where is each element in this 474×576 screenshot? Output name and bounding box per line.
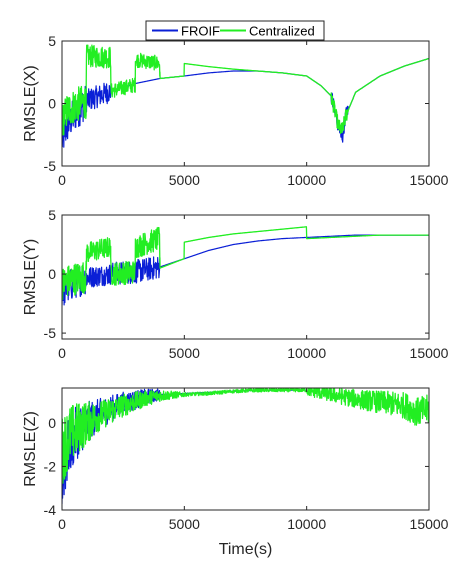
y-tick-label-y: 0 — [48, 266, 56, 282]
y-axis-label-z: RMSLE(Z) — [22, 411, 39, 487]
x-tick-label-z: 0 — [58, 516, 66, 532]
x-tick-label-x: 0 — [58, 172, 66, 188]
series-line-z-centralized — [62, 388, 429, 484]
x-axis-label-z: Time(s) — [219, 541, 273, 558]
y-axis-label-y: RMSLE(Y) — [22, 239, 39, 315]
x-tick-label-x: 15000 — [410, 172, 449, 188]
y-tick-label-y: 5 — [48, 207, 56, 223]
x-tick-label-y: 10000 — [287, 345, 326, 361]
x-tick-label-z: 15000 — [410, 516, 449, 532]
legend: FROIF Centralized — [145, 20, 325, 41]
y-tick-label-x: 0 — [48, 96, 56, 112]
x-tick-label-z: 5000 — [169, 516, 200, 532]
x-tick-label-x: 10000 — [287, 172, 326, 188]
series-line-y-centralized — [62, 226, 429, 301]
x-tick-label-y: 5000 — [169, 345, 200, 361]
y-axis-label-x: RMSLE(X) — [22, 65, 39, 141]
y-tick-label-x: -5 — [44, 158, 57, 174]
x-tick-label-x: 5000 — [169, 172, 200, 188]
y-tick-label-z: -4 — [44, 502, 57, 518]
y-tick-label-x: 5 — [48, 33, 56, 49]
axes-box-z — [61, 387, 430, 511]
y-tick-label-z: 0 — [48, 415, 56, 431]
x-tick-label-z: 10000 — [287, 516, 326, 532]
y-tick-label-z: -2 — [44, 458, 57, 474]
x-tick-label-y: 15000 — [410, 345, 449, 361]
y-tick-label-y: -5 — [44, 325, 57, 341]
x-tick-label-y: 0 — [58, 345, 66, 361]
series-line-x-centralized — [62, 44, 429, 136]
series-line-z-froif — [62, 388, 308, 504]
legend-entry-froif: FROIF — [181, 24, 220, 39]
series-line-x-froif — [62, 57, 429, 148]
legend-entry-centralized: Centralized — [249, 24, 315, 39]
axes-box-x — [61, 40, 430, 167]
panel-z: 0 5000 10000 15000 -4 -2 0 RMSLE(Z) Time(s) — [22, 387, 449, 558]
axes-box-y — [61, 214, 430, 340]
